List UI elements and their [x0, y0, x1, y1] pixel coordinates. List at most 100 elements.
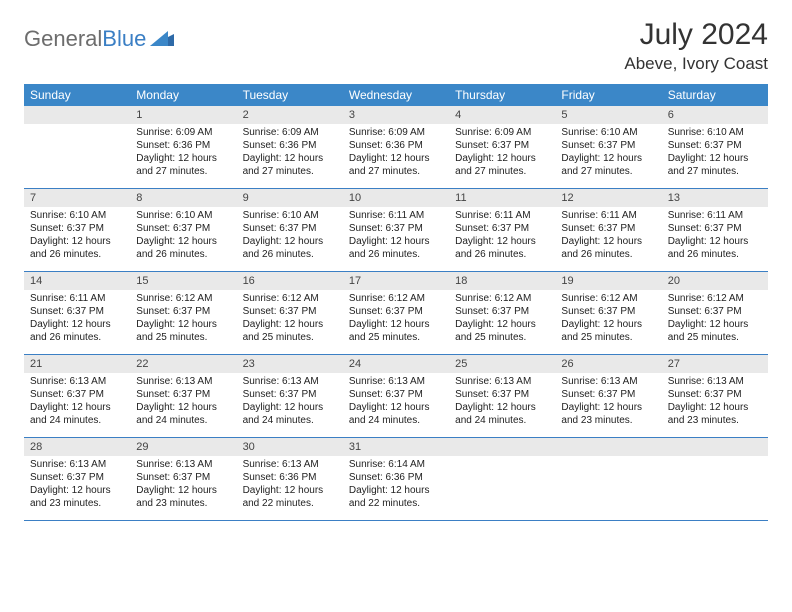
- sunrise-text: Sunrise: 6:12 AM: [668, 292, 762, 305]
- day-body: Sunrise: 6:10 AMSunset: 6:37 PMDaylight:…: [237, 207, 343, 265]
- week-row: 7Sunrise: 6:10 AMSunset: 6:37 PMDaylight…: [24, 189, 768, 272]
- sunset-text: Sunset: 6:36 PM: [349, 471, 443, 484]
- day-cell: 8Sunrise: 6:10 AMSunset: 6:37 PMDaylight…: [130, 189, 236, 271]
- day-cell: [24, 106, 130, 188]
- sunrise-text: Sunrise: 6:09 AM: [136, 126, 230, 139]
- daylight-text: Daylight: 12 hours and 26 minutes.: [30, 235, 124, 261]
- sunrise-text: Sunrise: 6:13 AM: [561, 375, 655, 388]
- day-body: Sunrise: 6:13 AMSunset: 6:37 PMDaylight:…: [24, 456, 130, 514]
- sunset-text: Sunset: 6:37 PM: [668, 222, 762, 235]
- location: Abeve, Ivory Coast: [624, 54, 768, 74]
- day-number: 18: [449, 272, 555, 290]
- day-number: 22: [130, 355, 236, 373]
- day-body: Sunrise: 6:12 AMSunset: 6:37 PMDaylight:…: [555, 290, 661, 348]
- day-cell: [662, 438, 768, 520]
- day-body: Sunrise: 6:10 AMSunset: 6:37 PMDaylight:…: [662, 124, 768, 182]
- day-body: Sunrise: 6:12 AMSunset: 6:37 PMDaylight:…: [343, 290, 449, 348]
- day-body: Sunrise: 6:13 AMSunset: 6:37 PMDaylight:…: [130, 456, 236, 514]
- sunrise-text: Sunrise: 6:12 AM: [561, 292, 655, 305]
- sunrise-text: Sunrise: 6:11 AM: [561, 209, 655, 222]
- header: GeneralBlue July 2024 Abeve, Ivory Coast: [24, 18, 768, 74]
- day-cell: 21Sunrise: 6:13 AMSunset: 6:37 PMDayligh…: [24, 355, 130, 437]
- day-cell: 23Sunrise: 6:13 AMSunset: 6:37 PMDayligh…: [237, 355, 343, 437]
- day-cell: 13Sunrise: 6:11 AMSunset: 6:37 PMDayligh…: [662, 189, 768, 271]
- daylight-text: Daylight: 12 hours and 26 minutes.: [349, 235, 443, 261]
- day-number: 29: [130, 438, 236, 456]
- sunrise-text: Sunrise: 6:10 AM: [243, 209, 337, 222]
- sunrise-text: Sunrise: 6:13 AM: [349, 375, 443, 388]
- dow-cell: Saturday: [662, 84, 768, 106]
- sunrise-text: Sunrise: 6:10 AM: [30, 209, 124, 222]
- dow-cell: Wednesday: [343, 84, 449, 106]
- daylight-text: Daylight: 12 hours and 26 minutes.: [668, 235, 762, 261]
- dow-cell: Friday: [555, 84, 661, 106]
- daylight-text: Daylight: 12 hours and 24 minutes.: [243, 401, 337, 427]
- daylight-text: Daylight: 12 hours and 22 minutes.: [349, 484, 443, 510]
- day-body: Sunrise: 6:14 AMSunset: 6:36 PMDaylight:…: [343, 456, 449, 514]
- sunrise-text: Sunrise: 6:13 AM: [668, 375, 762, 388]
- sunrise-text: Sunrise: 6:12 AM: [136, 292, 230, 305]
- weeks-container: 1Sunrise: 6:09 AMSunset: 6:36 PMDaylight…: [24, 106, 768, 521]
- day-cell: 5Sunrise: 6:10 AMSunset: 6:37 PMDaylight…: [555, 106, 661, 188]
- daylight-text: Daylight: 12 hours and 22 minutes.: [243, 484, 337, 510]
- sunrise-text: Sunrise: 6:09 AM: [455, 126, 549, 139]
- sunset-text: Sunset: 6:37 PM: [455, 139, 549, 152]
- sunset-text: Sunset: 6:37 PM: [30, 305, 124, 318]
- day-body: Sunrise: 6:10 AMSunset: 6:37 PMDaylight:…: [24, 207, 130, 265]
- sunset-text: Sunset: 6:37 PM: [561, 139, 655, 152]
- day-body: Sunrise: 6:12 AMSunset: 6:37 PMDaylight:…: [449, 290, 555, 348]
- sunrise-text: Sunrise: 6:10 AM: [668, 126, 762, 139]
- day-number: 2: [237, 106, 343, 124]
- day-number: 23: [237, 355, 343, 373]
- day-number: 14: [24, 272, 130, 290]
- sunrise-text: Sunrise: 6:11 AM: [349, 209, 443, 222]
- sunset-text: Sunset: 6:36 PM: [243, 471, 337, 484]
- day-cell: 6Sunrise: 6:10 AMSunset: 6:37 PMDaylight…: [662, 106, 768, 188]
- daylight-text: Daylight: 12 hours and 23 minutes.: [30, 484, 124, 510]
- day-number: 12: [555, 189, 661, 207]
- sunset-text: Sunset: 6:37 PM: [455, 222, 549, 235]
- day-number: 25: [449, 355, 555, 373]
- day-body: Sunrise: 6:09 AMSunset: 6:36 PMDaylight:…: [343, 124, 449, 182]
- daylight-text: Daylight: 12 hours and 26 minutes.: [455, 235, 549, 261]
- daylight-text: Daylight: 12 hours and 23 minutes.: [561, 401, 655, 427]
- daylight-text: Daylight: 12 hours and 25 minutes.: [561, 318, 655, 344]
- day-cell: 2Sunrise: 6:09 AMSunset: 6:36 PMDaylight…: [237, 106, 343, 188]
- day-body: Sunrise: 6:13 AMSunset: 6:37 PMDaylight:…: [662, 373, 768, 431]
- sunset-text: Sunset: 6:37 PM: [136, 471, 230, 484]
- sunrise-text: Sunrise: 6:14 AM: [349, 458, 443, 471]
- day-number: [662, 438, 768, 456]
- day-number: 21: [24, 355, 130, 373]
- daylight-text: Daylight: 12 hours and 25 minutes.: [243, 318, 337, 344]
- day-number: 24: [343, 355, 449, 373]
- daylight-text: Daylight: 12 hours and 24 minutes.: [30, 401, 124, 427]
- day-number: 1: [130, 106, 236, 124]
- sunset-text: Sunset: 6:37 PM: [349, 305, 443, 318]
- day-number: 28: [24, 438, 130, 456]
- day-cell: 7Sunrise: 6:10 AMSunset: 6:37 PMDaylight…: [24, 189, 130, 271]
- day-cell: 20Sunrise: 6:12 AMSunset: 6:37 PMDayligh…: [662, 272, 768, 354]
- sunset-text: Sunset: 6:37 PM: [136, 305, 230, 318]
- sunrise-text: Sunrise: 6:11 AM: [668, 209, 762, 222]
- sunrise-text: Sunrise: 6:13 AM: [136, 375, 230, 388]
- day-body: Sunrise: 6:09 AMSunset: 6:36 PMDaylight:…: [237, 124, 343, 182]
- sunset-text: Sunset: 6:36 PM: [136, 139, 230, 152]
- dow-cell: Sunday: [24, 84, 130, 106]
- day-body: Sunrise: 6:10 AMSunset: 6:37 PMDaylight:…: [555, 124, 661, 182]
- daylight-text: Daylight: 12 hours and 27 minutes.: [243, 152, 337, 178]
- dow-cell: Monday: [130, 84, 236, 106]
- day-number: 16: [237, 272, 343, 290]
- daylight-text: Daylight: 12 hours and 26 minutes.: [243, 235, 337, 261]
- logo-triangle-icon: [150, 26, 174, 52]
- sunrise-text: Sunrise: 6:11 AM: [455, 209, 549, 222]
- day-cell: 9Sunrise: 6:10 AMSunset: 6:37 PMDaylight…: [237, 189, 343, 271]
- day-cell: [449, 438, 555, 520]
- day-cell: 18Sunrise: 6:12 AMSunset: 6:37 PMDayligh…: [449, 272, 555, 354]
- sunrise-text: Sunrise: 6:12 AM: [455, 292, 549, 305]
- day-number: 30: [237, 438, 343, 456]
- day-number: 3: [343, 106, 449, 124]
- sunset-text: Sunset: 6:37 PM: [455, 305, 549, 318]
- sunset-text: Sunset: 6:37 PM: [668, 388, 762, 401]
- sunrise-text: Sunrise: 6:09 AM: [243, 126, 337, 139]
- day-cell: 15Sunrise: 6:12 AMSunset: 6:37 PMDayligh…: [130, 272, 236, 354]
